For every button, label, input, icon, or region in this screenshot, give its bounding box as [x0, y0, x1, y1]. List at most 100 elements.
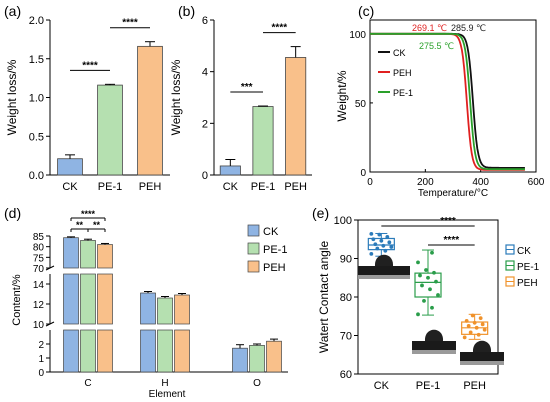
panel-label-c: (c): [358, 3, 374, 19]
x-tick-label: H: [161, 378, 168, 389]
x-tick-label: C: [84, 378, 91, 389]
y-tick-label: 70: [340, 331, 352, 343]
data-point: [377, 232, 382, 237]
y-tick-label: 2.0: [29, 15, 44, 27]
data-point: [434, 279, 438, 284]
data-point: [422, 298, 426, 303]
y-axis-label: Weight loss/%: [169, 59, 183, 135]
y-tick-label: 0: [360, 168, 366, 179]
bar-pe-1-h: [157, 329, 173, 373]
data-point: [430, 250, 434, 255]
y-tick-label: 2: [38, 340, 44, 351]
significance-label: ****: [82, 60, 98, 71]
axis-break-mark: [45, 321, 55, 327]
droplet-image-peh-substrate: [460, 352, 504, 361]
bar-pe-1-o: [249, 345, 265, 373]
y-tick-label: 10: [33, 320, 45, 331]
data-point: [464, 318, 469, 323]
x-axis-label: Element: [149, 389, 186, 400]
x-tick-label: 600: [528, 177, 545, 188]
y-axis-label: Weight/%: [335, 70, 349, 121]
annotation-peh: 269.1 ℃: [412, 23, 447, 33]
box-ck: [367, 237, 395, 251]
y-tick-label: 80: [33, 243, 45, 254]
droplet-image-pe1-substrate: [412, 341, 456, 350]
annotation-pe1: 275.5 ℃: [419, 41, 454, 51]
significance-label: ****: [272, 23, 288, 34]
significance-label: ***: [241, 82, 253, 93]
data-point: [478, 316, 483, 321]
y-tick-label: 0.0: [29, 170, 44, 182]
x-axis-label: Temperature/°C: [418, 188, 488, 199]
y-tick-label: 85: [33, 232, 45, 243]
data-point: [379, 238, 384, 243]
legend-label: PEH: [393, 68, 412, 78]
significance-label: ****: [81, 209, 96, 219]
data-point: [369, 251, 374, 256]
y-tick-label: 4: [202, 67, 208, 79]
bar-pe-1-c: [80, 273, 96, 325]
y-tick-label: 0: [38, 368, 44, 379]
bar-pe-1-h: [157, 297, 173, 325]
data-point: [482, 327, 487, 332]
data-point: [387, 240, 392, 245]
droplet-image-ck-drop: [374, 254, 394, 266]
bar-peh-c: [97, 273, 113, 325]
significance-label: **: [93, 220, 101, 230]
bar-pe-1-c: [80, 240, 96, 269]
y-tick-label: 12: [33, 300, 45, 311]
y-tick-label: 0: [202, 170, 208, 182]
bar-peh-h: [174, 294, 190, 325]
x-tick-label: PE-1: [251, 181, 275, 193]
legend-label: CK: [517, 246, 531, 257]
y-tick-label: 90: [340, 254, 352, 266]
panel-label-d: (d): [4, 205, 21, 221]
x-tick-label: 400: [472, 177, 489, 188]
significance-label: **: [76, 220, 84, 230]
x-tick-label: PE-1: [416, 380, 440, 392]
bar-peh-c: [97, 244, 113, 269]
data-point: [480, 322, 485, 327]
bar-peh-c: [97, 329, 113, 373]
y-tick-label: 75: [33, 253, 45, 264]
x-tick-label: PEH: [284, 181, 307, 193]
x-tick-label: CK: [223, 181, 239, 193]
data-point: [470, 313, 475, 318]
panel-e-contact-angle-chart: 60 70 80 90 100 Watert Contact angle CK PE-1 PEH…: [317, 215, 540, 392]
panel-c-tga-chart: 0 200 400 600 0 50 100 Weight/% Temperature/°C CK…: [335, 19, 545, 199]
y-tick-label: 2: [202, 118, 208, 130]
legend-label: PE-1: [263, 244, 287, 256]
bar-peh-h: [174, 329, 190, 373]
y-axis-label: Content/%: [11, 274, 23, 326]
legend-swatch: [247, 242, 260, 255]
data-point: [474, 325, 479, 330]
data-point: [371, 237, 376, 242]
bar-pe-1: [252, 106, 274, 176]
legend-label: PE-1: [517, 262, 540, 273]
x-tick-label: O: [253, 378, 261, 389]
legend-swatch: [247, 224, 260, 237]
bar-peh-o: [266, 340, 282, 373]
tga-curve-pe-1: [370, 32, 525, 171]
droplet-image-ck-reflection: [358, 275, 410, 279]
droplet-image-peh-reflection: [460, 361, 504, 365]
y-tick-label: 6: [202, 15, 208, 27]
annotation-ck: 285.9 ℃: [451, 23, 486, 33]
x-tick-label: 0: [367, 177, 373, 188]
bar-ck-c: [63, 329, 79, 373]
bar-pe-1: [97, 84, 123, 176]
x-tick-label: PEH: [139, 181, 162, 193]
significance-label: ****: [122, 18, 138, 29]
droplet-image-pe1-reflection: [412, 350, 456, 354]
y-axis-label: Weight loss/%: [5, 59, 19, 135]
panel-label-e: (e): [312, 205, 329, 221]
y-tick-label: 50: [355, 99, 367, 110]
data-point: [426, 275, 430, 280]
y-tick-label: 70: [33, 264, 45, 275]
panel-a-weight-loss-chart: 0.0 0.5 1.0 1.5 2.0 Weight loss/% CK PE-1 PEH ***…: [5, 15, 170, 193]
significance-label: ****: [440, 216, 456, 227]
data-point: [416, 260, 420, 265]
panel-label-b: (b): [178, 3, 195, 19]
droplet-image-pe1-drop: [424, 329, 444, 341]
